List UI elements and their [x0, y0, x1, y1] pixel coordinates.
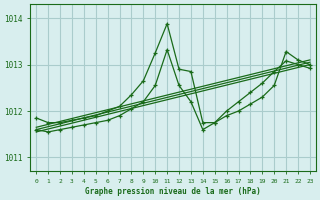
- X-axis label: Graphe pression niveau de la mer (hPa): Graphe pression niveau de la mer (hPa): [85, 187, 261, 196]
